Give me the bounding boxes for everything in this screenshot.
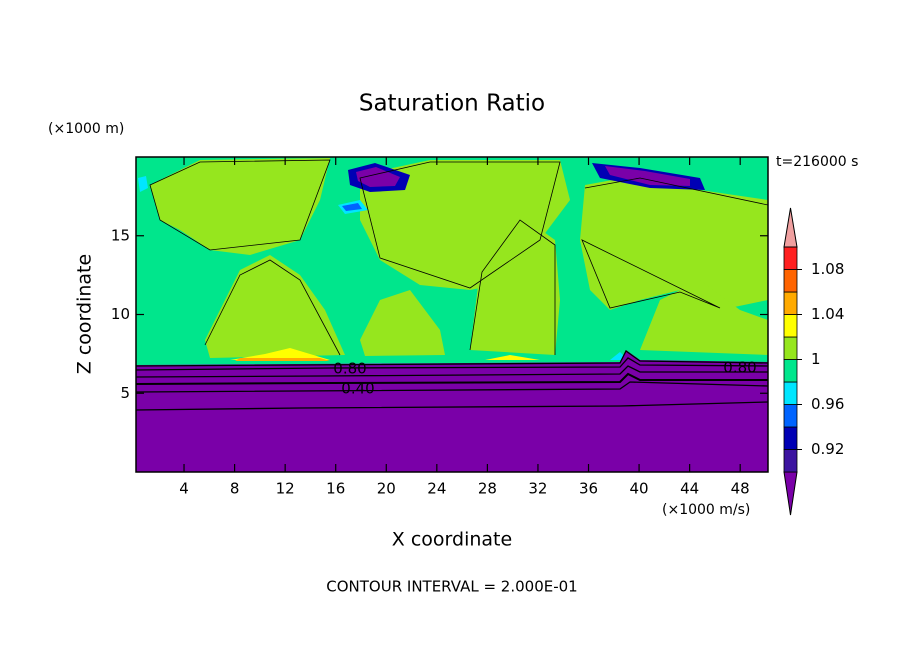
x-tick-label: 44 <box>680 480 699 498</box>
x-tick-label: 28 <box>478 480 497 498</box>
x-tick-label: 4 <box>179 480 189 498</box>
x-tick-label: 20 <box>377 480 396 498</box>
colorbar-tick-label: 0.92 <box>811 440 844 458</box>
footer-note: CONTOUR INTERVAL = 2.000E-01 <box>326 578 577 596</box>
x-tick-label: 16 <box>326 480 345 498</box>
x-tick-label: 32 <box>528 480 547 498</box>
contour-label: 0.80 <box>333 360 366 378</box>
colorbar-box <box>783 426 798 450</box>
x-tick-label: 8 <box>230 480 240 498</box>
colorbar-box <box>783 314 798 338</box>
x-tick-label: 48 <box>731 480 750 498</box>
y-tick-label: 15 <box>111 226 130 244</box>
colorbar-tick-label: 0.96 <box>811 395 844 413</box>
colorbar-box <box>783 381 798 405</box>
colorbar-box <box>783 336 798 360</box>
colorbar-box <box>783 359 798 383</box>
colorbar-tick-label: 1 <box>811 350 821 368</box>
x-tick-label: 24 <box>427 480 446 498</box>
x-tick-label: 12 <box>276 480 295 498</box>
contour-label: 0.40 <box>341 380 374 398</box>
time-label: t=216000 s <box>776 154 858 170</box>
x-tick-label: 36 <box>579 480 598 498</box>
colorbar-box <box>783 246 798 270</box>
y-tick-label: 10 <box>111 305 130 323</box>
colorbar-tick-label: 1.08 <box>811 260 844 278</box>
y-axis-label: Z coordinate <box>74 254 96 374</box>
colorbar-tick-label: 1.04 <box>811 305 844 323</box>
colorbar-extend-high <box>783 207 798 248</box>
x-unit: (×1000 m/s) <box>662 502 750 518</box>
colorbar-box <box>783 291 798 315</box>
chart-title: Saturation Ratio <box>359 91 545 117</box>
contour-field <box>136 157 768 472</box>
colorbar-box <box>783 449 798 473</box>
contour-label: 0.80 <box>723 359 756 377</box>
x-axis-label: X coordinate <box>392 529 512 551</box>
colorbar-box <box>783 269 798 293</box>
y-tick-label: 5 <box>120 384 130 402</box>
y-unit: (×1000 m) <box>48 121 124 137</box>
colorbar-extend-low <box>783 471 798 516</box>
colorbar-box <box>783 404 798 428</box>
x-tick-label: 40 <box>630 480 649 498</box>
